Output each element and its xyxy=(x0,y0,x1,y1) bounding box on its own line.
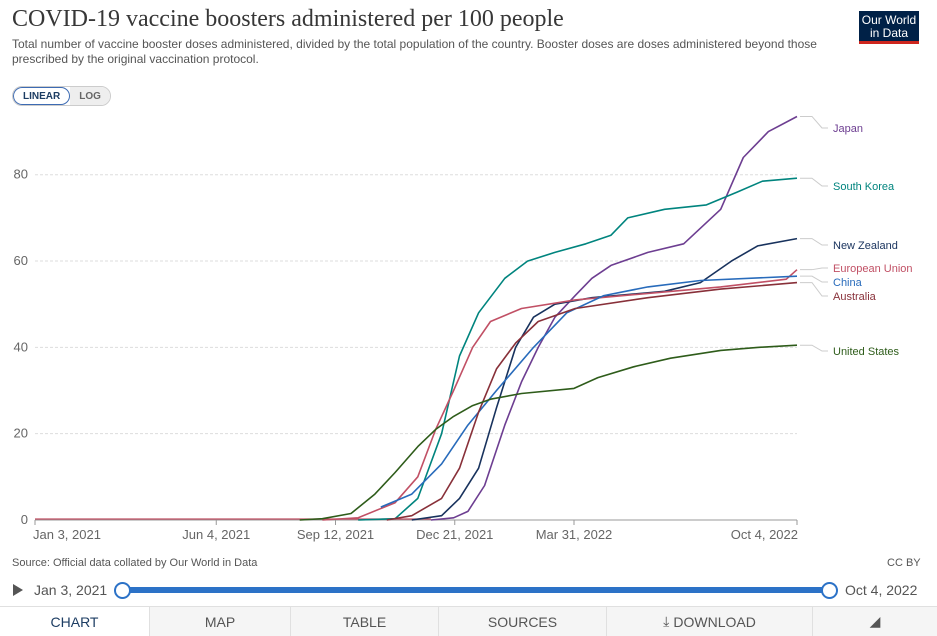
timeline-track[interactable] xyxy=(121,587,829,593)
series-label: Japan xyxy=(833,123,863,135)
timeline-start-label: Jan 3, 2021 xyxy=(34,582,108,598)
license-link[interactable]: CC BY xyxy=(887,557,921,569)
label-connector xyxy=(800,238,828,246)
y-tick-label: 0 xyxy=(21,512,28,527)
logo-line-1: Our World xyxy=(861,13,917,27)
line-chart: 0 20 40 60 80 Jan 3, 2021 Jun 4, 2021 Sep 12, 2… xyxy=(14,115,913,542)
logo-line-2: in Data xyxy=(869,26,909,40)
x-tick-label: Sep 12, 2021 xyxy=(297,527,374,542)
series-line-south-korea xyxy=(358,177,798,521)
series-label: China xyxy=(833,277,863,289)
x-tick-label: Dec 21, 2021 xyxy=(416,527,493,542)
x-tick-label: Jun 4, 2021 xyxy=(182,527,250,542)
label-connector xyxy=(800,275,828,283)
download-label: DOWNLOAD xyxy=(673,613,756,630)
chart-subtitle: Total number of vaccine booster doses ad… xyxy=(12,37,817,66)
y-tick-label: 20 xyxy=(14,426,28,441)
series-label: New Zealand xyxy=(833,240,898,252)
label-connector xyxy=(800,282,828,297)
series-line-united-states xyxy=(299,344,798,521)
tab-chart[interactable]: CHART xyxy=(0,607,150,636)
y-tick-label: 40 xyxy=(14,339,28,354)
linear-scale-button[interactable]: LINEAR xyxy=(13,87,71,105)
share-button[interactable]: ◢ xyxy=(813,607,937,636)
y-tick-label: 80 xyxy=(14,167,28,182)
series-label: United States xyxy=(833,346,900,358)
label-connector xyxy=(800,344,828,352)
series-line-european-union xyxy=(322,269,798,521)
tab-sources[interactable]: SOURCES xyxy=(439,607,607,636)
series-line-japan xyxy=(430,115,798,521)
x-tick-label: Oct 4, 2022 xyxy=(731,527,798,542)
label-connector xyxy=(800,177,828,187)
series-line-china xyxy=(380,275,798,508)
timeline-start-handle[interactable] xyxy=(114,582,131,599)
play-icon[interactable] xyxy=(13,584,23,596)
owid-logo[interactable]: Our World in Data xyxy=(859,11,919,44)
label-connector xyxy=(800,267,828,271)
series-label: European Union xyxy=(833,263,913,275)
log-scale-button[interactable]: LOG xyxy=(70,87,110,105)
source-note[interactable]: Source: Official data collated by Our Wo… xyxy=(12,557,258,569)
series-line-australia xyxy=(386,281,798,521)
series-label: Australia xyxy=(833,291,877,303)
label-connector xyxy=(800,115,828,129)
series-line-new-zealand xyxy=(411,237,798,521)
y-tick-label: 60 xyxy=(14,253,28,268)
timeline-end-handle[interactable] xyxy=(821,582,838,599)
timeline-end-label: Oct 4, 2022 xyxy=(845,582,918,598)
series-label: South Korea xyxy=(833,181,895,193)
download-icon: ⤓ xyxy=(663,613,670,629)
share-icon: ◢ xyxy=(869,613,881,629)
x-tick-label: Jan 3, 2021 xyxy=(33,527,101,542)
tab-table[interactable]: TABLE xyxy=(291,607,439,636)
tab-map[interactable]: MAP xyxy=(150,607,291,636)
timeline-bar: Jan 3, 2021 Oct 4, 2022 xyxy=(0,578,937,602)
tab-download[interactable]: ⤓ DOWNLOAD xyxy=(607,607,813,636)
x-tick-label: Mar 31, 2022 xyxy=(536,527,613,542)
tab-bar: CHART MAP TABLE SOURCES ⤓ DOWNLOAD ◢ xyxy=(0,606,937,636)
scale-toggle: LINEAR LOG xyxy=(12,86,111,106)
chart-title: COVID-19 vaccine boosters administered p… xyxy=(12,6,564,32)
